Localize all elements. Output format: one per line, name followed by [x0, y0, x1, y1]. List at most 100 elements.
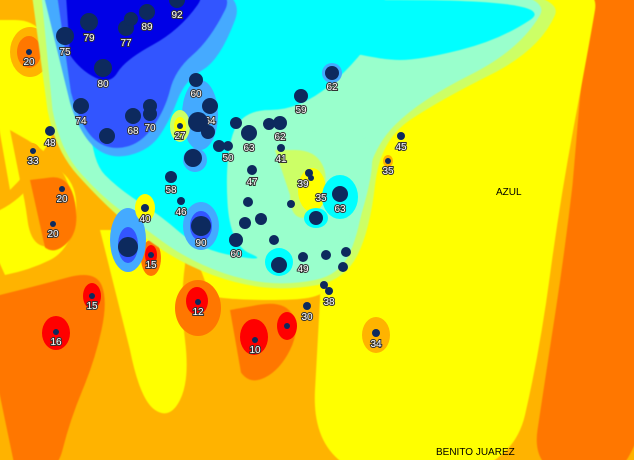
point-value-label: 79	[83, 33, 95, 44]
sample-point[interactable]	[321, 250, 331, 260]
sample-point[interactable]	[308, 175, 314, 181]
sample-point[interactable]	[50, 221, 56, 227]
point-value-label: 38	[323, 297, 335, 308]
sample-point[interactable]	[165, 171, 177, 183]
sample-point[interactable]	[243, 197, 253, 207]
point-value-label: 89	[141, 22, 153, 33]
point-value-label: 27	[174, 131, 186, 142]
sample-point[interactable]	[118, 237, 138, 257]
sample-point[interactable]	[298, 252, 308, 262]
sample-point[interactable]	[30, 148, 36, 154]
sample-point[interactable]	[294, 89, 308, 103]
point-value-label: 15	[145, 260, 157, 271]
point-value-label: 74	[75, 116, 87, 127]
sample-point[interactable]	[239, 217, 251, 229]
zone-yellow-center	[100, 230, 187, 414]
point-value-label: 80	[97, 79, 109, 90]
sample-point[interactable]	[177, 123, 183, 129]
sample-point[interactable]	[385, 158, 391, 164]
sample-point[interactable]	[213, 140, 225, 152]
sample-point[interactable]	[201, 125, 215, 139]
sample-point[interactable]	[271, 257, 287, 273]
point-value-label: 48	[44, 138, 56, 149]
sample-point[interactable]	[338, 262, 348, 272]
point-value-label: 34	[370, 339, 382, 350]
zone-dark-orange-west	[0, 275, 105, 460]
sample-point[interactable]	[341, 247, 351, 257]
sample-point[interactable]	[188, 112, 208, 132]
sample-point[interactable]	[73, 98, 89, 114]
zone-orange-33	[22, 143, 42, 173]
sample-point[interactable]	[59, 186, 65, 192]
sample-point[interactable]	[141, 204, 149, 212]
sample-point[interactable]	[184, 149, 202, 167]
sample-point[interactable]	[325, 287, 333, 295]
sample-point[interactable]	[397, 132, 405, 140]
zone-red-10	[240, 319, 268, 355]
point-value-label: 46	[175, 207, 187, 218]
sample-point[interactable]	[223, 141, 233, 151]
point-value-label: 30	[301, 312, 313, 323]
sample-point[interactable]	[53, 329, 59, 335]
zone-dark-orange-east	[536, 0, 634, 460]
point-value-label: 58	[165, 185, 177, 196]
point-value-label: 63	[243, 143, 255, 154]
sample-point[interactable]	[139, 4, 155, 20]
sample-point[interactable]	[191, 216, 211, 236]
sample-point[interactable]	[372, 329, 380, 337]
sample-point[interactable]	[195, 299, 201, 305]
sample-point[interactable]	[125, 108, 141, 124]
sample-point[interactable]	[89, 293, 95, 299]
sample-point[interactable]	[255, 213, 267, 225]
sample-point[interactable]	[148, 252, 154, 258]
sample-point[interactable]	[230, 117, 242, 129]
point-value-label: 75	[59, 47, 71, 58]
sample-point[interactable]	[284, 323, 290, 329]
sample-point[interactable]	[56, 27, 74, 45]
sample-point[interactable]	[332, 186, 348, 202]
sample-point[interactable]	[94, 59, 112, 77]
sample-point[interactable]	[277, 144, 285, 152]
sample-point[interactable]	[99, 128, 115, 144]
point-value-label: 70	[144, 123, 156, 134]
sample-point[interactable]	[143, 107, 157, 121]
sample-point[interactable]	[309, 211, 323, 225]
sample-point[interactable]	[202, 98, 218, 114]
sample-point[interactable]	[45, 126, 55, 136]
sample-point[interactable]	[325, 66, 339, 80]
point-value-label: 49	[297, 264, 309, 275]
sample-point[interactable]	[252, 337, 258, 343]
sample-point[interactable]	[229, 233, 243, 247]
point-value-label: 20	[47, 229, 59, 240]
point-value-label: 50	[222, 153, 234, 164]
sample-point[interactable]	[241, 125, 257, 141]
sample-point[interactable]	[124, 12, 138, 26]
point-value-label: 92	[171, 10, 183, 21]
point-value-label: 62	[326, 82, 338, 93]
sample-point[interactable]	[169, 0, 185, 8]
sample-point[interactable]	[269, 235, 279, 245]
sample-point[interactable]	[26, 49, 32, 55]
sample-point[interactable]	[303, 302, 311, 310]
sample-point[interactable]	[287, 200, 295, 208]
point-value-label: 68	[127, 126, 139, 137]
point-value-label: 35	[315, 193, 327, 204]
sample-point[interactable]	[177, 197, 185, 205]
point-value-label: 12	[192, 307, 204, 318]
sample-point[interactable]	[263, 118, 275, 130]
sample-point[interactable]	[189, 73, 203, 87]
zone-cyan-ne	[235, 0, 535, 60]
sample-point[interactable]	[273, 116, 287, 130]
sample-point[interactable]	[80, 13, 98, 31]
point-value-label: 59	[295, 105, 307, 116]
sample-point[interactable]	[247, 165, 257, 175]
point-value-label: 15	[86, 301, 98, 312]
sample-point[interactable]	[320, 281, 328, 289]
zone-dark-orange-nw	[30, 177, 77, 251]
point-value-label: 20	[23, 57, 35, 68]
zone-yellow-39	[298, 168, 326, 212]
point-value-label: 16	[50, 337, 62, 348]
point-value-label: 35	[382, 166, 394, 177]
